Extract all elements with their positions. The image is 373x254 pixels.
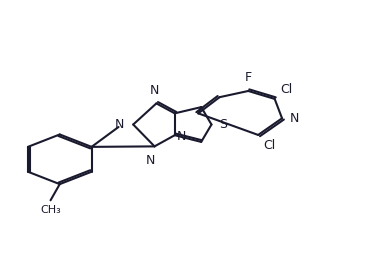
- Text: F: F: [245, 71, 252, 84]
- Text: N: N: [146, 154, 156, 167]
- Text: CH₃: CH₃: [40, 205, 61, 215]
- Text: N: N: [150, 84, 159, 97]
- Text: Cl: Cl: [264, 139, 276, 152]
- Text: N: N: [115, 118, 124, 131]
- Text: N: N: [176, 130, 186, 143]
- Text: N: N: [289, 112, 299, 125]
- Text: Cl: Cl: [280, 84, 292, 97]
- Text: S: S: [219, 118, 227, 131]
